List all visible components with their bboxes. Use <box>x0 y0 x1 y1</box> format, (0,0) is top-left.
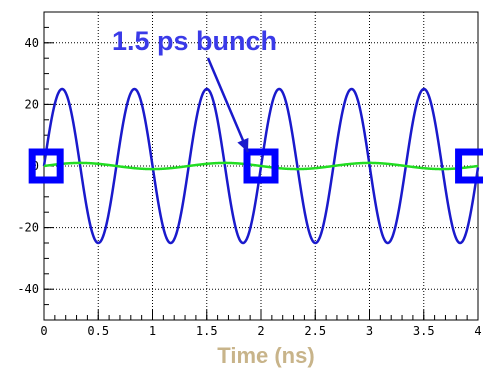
x-tick-label: 0 <box>40 324 47 338</box>
x-tick-label: 4 <box>474 324 481 338</box>
x-tick-label: 3 <box>366 324 373 338</box>
x-tick-label: 1 <box>149 324 156 338</box>
x-tick-label: 2 <box>257 324 264 338</box>
annotation-arrowhead <box>237 137 249 153</box>
y-tick-label: -40 <box>17 282 39 296</box>
x-tick-label: 2.5 <box>304 324 326 338</box>
annotation-arrow <box>206 57 250 153</box>
series-line <box>43 161 479 171</box>
annotation-group: 1.5 ps bunch <box>112 26 277 153</box>
bunch-marker <box>243 148 279 184</box>
x-tick-labels: 0 0.5 1 1.5 2 2.5 3 3.5 4 <box>40 324 481 338</box>
series-group <box>42 87 480 245</box>
y-tick-label: 20 <box>25 97 39 111</box>
x-tick-label: 0.5 <box>87 324 109 338</box>
x-tick-label: 3.5 <box>413 324 435 338</box>
bunch-marker <box>28 148 64 184</box>
x-tick-label: 1.5 <box>196 324 218 338</box>
x-axis-title: Time (ns) <box>217 343 314 368</box>
axis-ticks <box>43 11 479 321</box>
bunch-markers <box>28 148 483 184</box>
bunch-marker <box>455 148 483 184</box>
y-tick-label: 40 <box>25 36 39 50</box>
y-tick-label: -20 <box>17 221 39 235</box>
annotation-text: 1.5 ps bunch <box>112 26 277 56</box>
